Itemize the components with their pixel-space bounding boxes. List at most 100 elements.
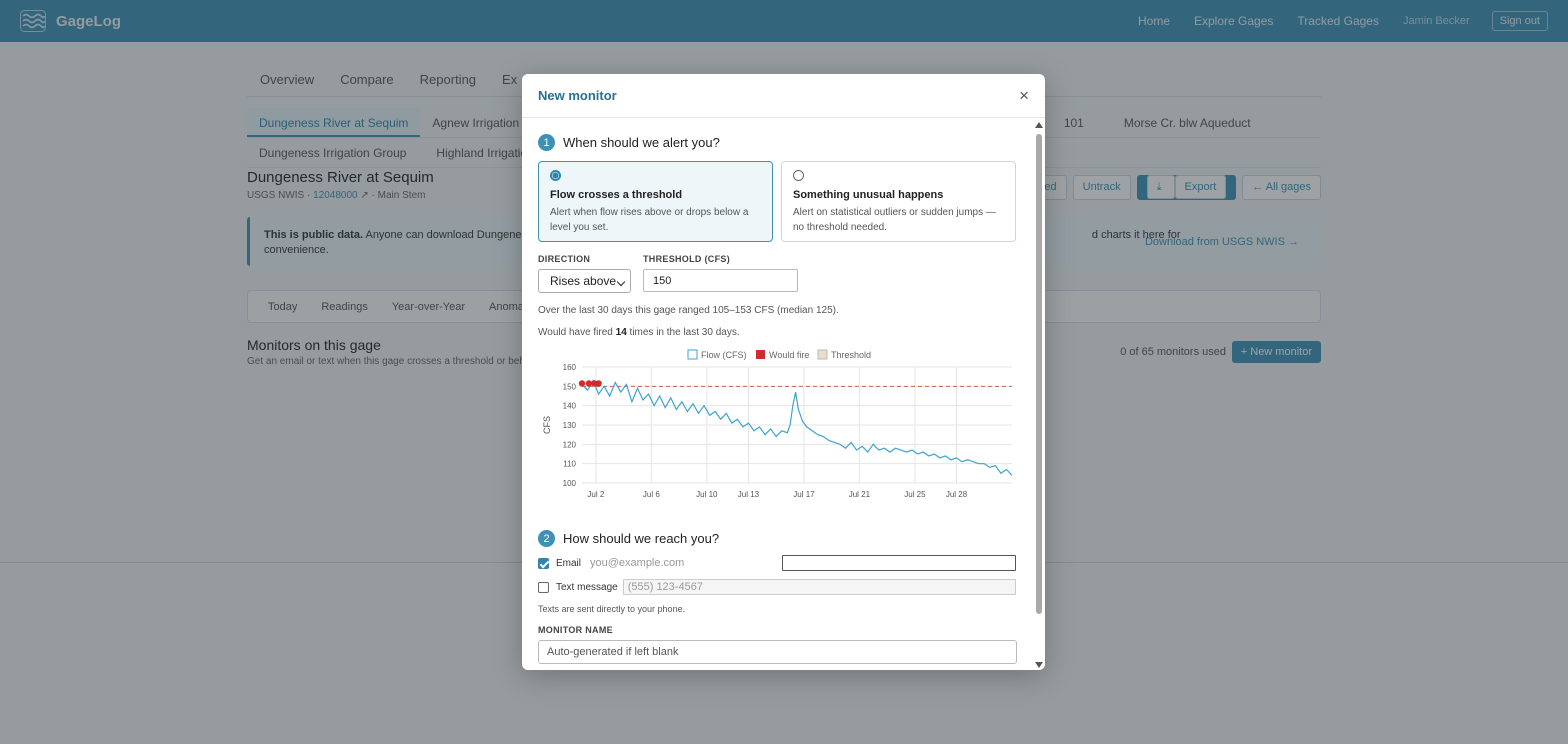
threshold-fields: DIRECTION Rises above THRESHOLD (CFS) 15… (538, 254, 1016, 293)
fired-pre: Would have fired (538, 327, 616, 338)
tab-ex[interactable]: Ex (502, 72, 518, 87)
sms-checkbox[interactable] (538, 581, 549, 593)
legend-would-fire-swatch (756, 350, 765, 359)
subtab-readings[interactable]: Readings (321, 300, 368, 313)
x-tick-label: Jul 17 (793, 490, 815, 499)
tab-reporting[interactable]: Reporting (419, 72, 477, 87)
modal-body: 1 When should we alert you? Flow crosses… (522, 118, 1032, 670)
gage-extra: ↗ · Main Stem (357, 190, 426, 201)
export-label: Export (1174, 175, 1227, 199)
gage-tab-highland[interactable]: Highland Irrigation (436, 146, 534, 160)
x-tick-label: Jul 25 (904, 490, 926, 499)
x-tick-label: Jul 28 (946, 490, 968, 499)
monitor-name-input[interactable]: Auto-generated if left blank (538, 640, 1017, 664)
option-threshold-desc: Alert when flow rises above or drops bel… (550, 207, 749, 233)
email-channel-row: Email you@example.com (538, 555, 1016, 571)
legend-threshold: Threshold (831, 350, 871, 360)
email-label: Email (556, 557, 582, 569)
gage-tabs: Dungeness River at Sequim Agnew Irrigati… (247, 108, 1321, 168)
notice-text: Anyone can download Dungeness Ri (363, 229, 546, 241)
scroll-down-icon[interactable] (1035, 662, 1043, 668)
y-tick-label: 120 (563, 440, 577, 449)
chevron-down-icon (616, 277, 626, 287)
x-tick-label: Jul 10 (696, 490, 718, 499)
brand[interactable]: GageLog (20, 10, 121, 32)
new-monitor-modal: New monitor × 1 When should we alert you… (522, 74, 1045, 670)
flow-chart-svg: Flow (CFS) Would fire Threshold 100 110 120 13… (542, 349, 1013, 499)
step-number: 2 (538, 530, 555, 547)
phone-field[interactable]: (555) 123-4567 (622, 579, 1016, 595)
gage-id-link[interactable]: 12048000 (313, 190, 358, 201)
notice-bold: This is public data. (264, 229, 364, 241)
sms-channel-row: Text message (555) 123-4567 (538, 579, 1016, 595)
direction-select[interactable]: Rises above (538, 269, 631, 293)
fired-note: Would have fired 14 times in the last 30… (538, 327, 1016, 338)
signout-button[interactable]: Sign out (1491, 11, 1548, 31)
nav-home[interactable]: Home (1137, 14, 1170, 28)
fired-post: times in the last 30 days. (626, 327, 740, 338)
monitors-title: Monitors on this gage (247, 337, 381, 353)
email-field[interactable]: you@example.com (586, 555, 1016, 571)
close-icon[interactable]: × (1019, 86, 1029, 105)
export-button[interactable]: ⤓ Export (1136, 175, 1237, 200)
nav-tracked-gages[interactable]: Tracked Gages (1297, 14, 1379, 28)
threshold-label: THRESHOLD (CFS) (643, 254, 730, 264)
option-threshold-title: Flow crosses a threshold (550, 189, 683, 201)
scroll-up-icon[interactable] (1035, 122, 1043, 128)
sms-label: Text message (556, 581, 618, 593)
modal-header: New monitor × (522, 74, 1045, 118)
threshold-input[interactable]: 150 (643, 269, 798, 292)
gage-tab-morse[interactable]: Morse Cr. blw Aqueduct (1123, 116, 1251, 130)
option-unusual-desc: Alert on statistical outliers or sudden … (793, 207, 996, 233)
step-label: When should we alert you? (563, 135, 720, 150)
modal-scrollbar[interactable] (1035, 122, 1043, 668)
gage-source: USGS NWIS · (247, 190, 314, 201)
alert-type-options: Flow crosses a threshold Alert when flow… (538, 161, 1016, 242)
y-tick-label: 140 (563, 402, 577, 411)
gage-tab-dungeness-irrigation[interactable]: Dungeness Irrigation Group (259, 146, 407, 160)
untrack-button[interactable]: Untrack (1072, 175, 1131, 200)
notice-text-2: d charts it here for (1091, 229, 1181, 241)
app-name: GageLog (56, 12, 122, 30)
legend-flow: Flow (CFS) (701, 350, 747, 360)
direction-label: DIRECTION (538, 254, 591, 264)
gage-subtitle: USGS NWIS · 12048000 ↗ · Main Stem (247, 190, 425, 201)
would-fire-marker (595, 380, 602, 387)
fired-count: 14 (615, 327, 627, 338)
would-fire-marker (585, 380, 593, 387)
option-unusual-card[interactable]: Something unusual happens Alert on stati… (781, 161, 1016, 242)
download-usgs-link[interactable]: Download from USGS NWIS → (1144, 236, 1299, 248)
option-unusual-title: Something unusual happens (793, 189, 944, 201)
option-threshold-card[interactable]: Flow crosses a threshold Alert when flow… (538, 161, 773, 242)
top-navbar: GageLog Home Explore Gages Tracked Gages… (0, 0, 1568, 42)
top-nav-links: Home Explore Gages Tracked Gages Jamin B… (1114, 0, 1548, 42)
notice-text-3: convenience. (264, 244, 329, 256)
tab-overview[interactable]: Overview (260, 72, 315, 87)
subtab-year-over-year[interactable]: Year-over-Year (391, 300, 466, 313)
gage-tab-dungeness-river[interactable]: Dungeness River at Sequim (247, 108, 421, 137)
direction-field: DIRECTION Rises above (538, 254, 631, 293)
user-name[interactable]: Jamin Becker (1402, 15, 1470, 27)
download-icon: ⤓ (1146, 175, 1175, 199)
y-tick-label: 160 (563, 363, 577, 372)
step-2-heading: 2 How should we reach you? (538, 530, 1016, 547)
gage-tab-agnew[interactable]: Agnew Irrigation Ditch (432, 116, 550, 130)
subtab-today[interactable]: Today (268, 300, 298, 313)
email-checkbox[interactable] (538, 557, 549, 569)
radio-threshold[interactable] (550, 170, 561, 181)
monitors-subtitle: Get an email or text when this gage cros… (247, 356, 531, 367)
gage-title: Dungeness River at Sequim (247, 169, 434, 186)
y-tick-label: 110 (563, 460, 576, 469)
step-number: 1 (538, 134, 555, 151)
nav-explore-gages[interactable]: Explore Gages (1194, 14, 1274, 28)
x-tick-label: Jul 13 (738, 490, 760, 499)
scrollbar-thumb[interactable] (1036, 134, 1042, 614)
flow-series-line (581, 379, 1013, 476)
range-note: Over the last 30 days this gage ranged 1… (538, 305, 839, 316)
radio-unusual[interactable] (793, 170, 804, 181)
y-axis-label: CFS (542, 416, 552, 434)
all-gages-button[interactable]: ← All gages (1242, 175, 1321, 200)
gage-tab-101[interactable]: 101 (1063, 116, 1084, 130)
new-monitor-button[interactable]: + New monitor (1231, 341, 1321, 363)
tab-compare[interactable]: Compare (340, 72, 394, 87)
